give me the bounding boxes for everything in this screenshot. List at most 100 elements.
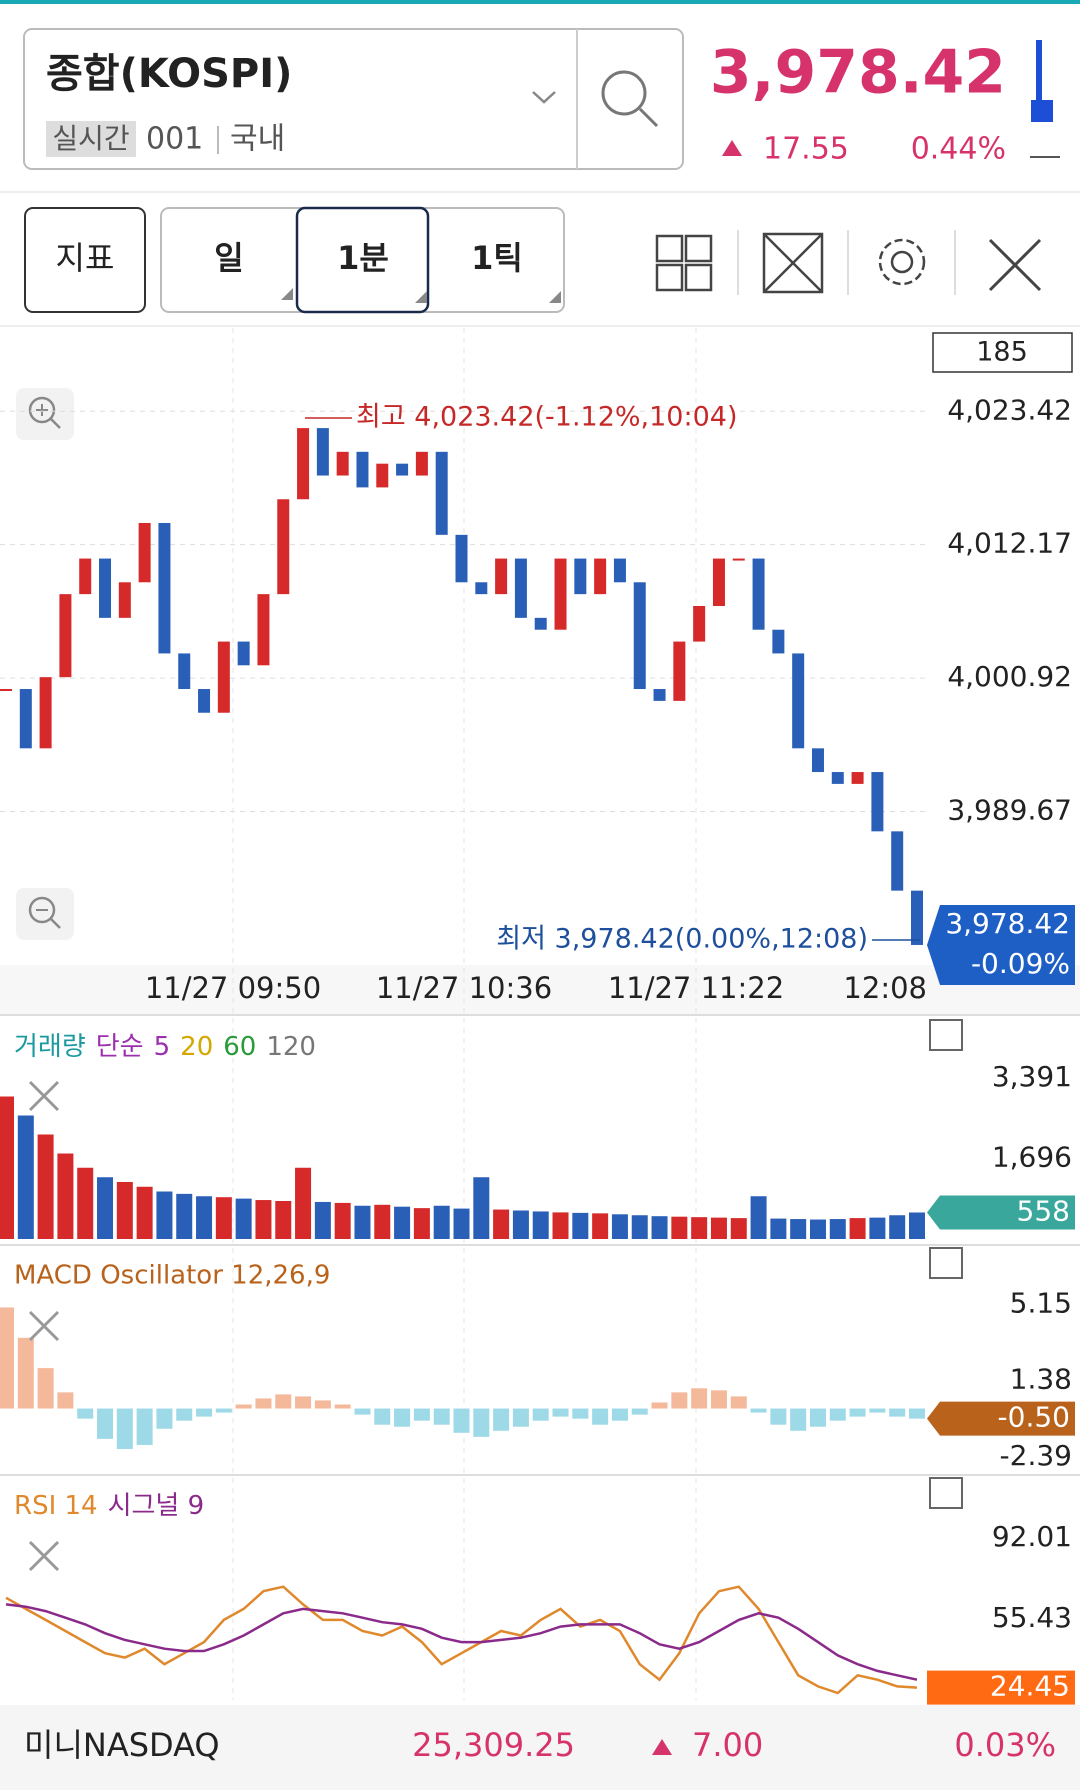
settings-icon[interactable] [878, 238, 926, 286]
macd-bar [295, 1396, 312, 1409]
macd-bar [0, 1307, 14, 1409]
footer-rate: 0.03% [954, 1726, 1056, 1764]
volume-bar [433, 1205, 450, 1239]
legend-item: 120 [266, 1032, 316, 1062]
candle [475, 582, 488, 595]
candle [297, 428, 310, 500]
x-tick-label: 11/27 10:36 [376, 971, 552, 1005]
price: 3,978.42 [710, 38, 1006, 108]
macd-bar [532, 1408, 549, 1421]
legend-item: 20 [180, 1032, 213, 1062]
volume-bar [790, 1219, 807, 1239]
candle [594, 558, 607, 595]
macd-bar [413, 1408, 430, 1421]
macd-bar [394, 1408, 411, 1427]
count: 185 [976, 337, 1028, 368]
macd-bar [750, 1408, 767, 1413]
volume-bar [691, 1217, 708, 1239]
volume-bar [196, 1196, 213, 1239]
badge-bg [46, 121, 136, 157]
macd-tag [927, 1401, 1075, 1436]
candle [633, 582, 646, 690]
candle [514, 558, 527, 618]
macd-bar [473, 1408, 490, 1437]
legend-item: 60 [223, 1032, 256, 1062]
macd-bar [671, 1392, 688, 1409]
volume-bar [730, 1218, 747, 1239]
macd-bar [809, 1408, 826, 1427]
y-tick-label: 4,012.17 [947, 527, 1072, 560]
macd-title: MACD Oscillator 12,26,9 [14, 1261, 330, 1291]
rsi-signal: 시그널 9 [108, 1491, 205, 1521]
period-selected[interactable] [295, 206, 430, 314]
volume-bar [611, 1214, 628, 1239]
volume-bar [651, 1216, 668, 1239]
corner-mark [281, 288, 293, 300]
candle [396, 463, 409, 476]
candle [534, 617, 547, 630]
candle [376, 463, 389, 488]
volume-bar [512, 1210, 529, 1239]
volume-tag [927, 1195, 1075, 1230]
macd-bar [651, 1402, 668, 1409]
macd-bar [314, 1400, 331, 1409]
candle [277, 499, 290, 595]
volume-bar [552, 1212, 569, 1239]
zoom-in[interactable] [16, 388, 74, 440]
menu-icons[interactable] [929, 1019, 963, 1509]
macd-bar [710, 1390, 727, 1409]
macd-bar [829, 1408, 846, 1421]
candle [871, 772, 884, 832]
candle [59, 594, 72, 678]
y-tick-label: 92.01 [992, 1520, 1072, 1553]
close-icons[interactable] [28, 1080, 60, 1572]
rsi-line [5, 1585, 918, 1695]
period-label: 일 [214, 239, 243, 277]
volume-bar [235, 1198, 252, 1239]
volume-bar [869, 1217, 886, 1239]
candle [673, 641, 686, 701]
candle [79, 558, 92, 595]
volume-bar [156, 1191, 173, 1239]
candle [772, 629, 785, 654]
x-tick-label: 11/27 11:22 [608, 971, 784, 1005]
expand-icon[interactable] [762, 232, 824, 294]
volume-bar [829, 1219, 846, 1239]
macd-bar [374, 1408, 391, 1425]
y-tick-label: 3,989.67 [947, 794, 1072, 827]
macd-bar [433, 1408, 450, 1425]
macd-bar [592, 1408, 609, 1425]
layout-icon[interactable] [655, 234, 713, 292]
volume-bar [37, 1134, 54, 1239]
macd-bar [631, 1408, 648, 1415]
candle [316, 428, 329, 476]
footer-price: 25,309.25 [412, 1726, 575, 1764]
indicator-button[interactable] [24, 207, 146, 313]
symbol-box[interactable] [23, 28, 684, 170]
volume-bar [413, 1208, 430, 1239]
macd-bar [37, 1368, 54, 1409]
search-icon[interactable] [601, 70, 659, 128]
market: 국내 [230, 122, 285, 157]
dropdown-icon[interactable] [532, 91, 556, 104]
zoom-out[interactable] [16, 888, 74, 940]
macd-bar [869, 1408, 886, 1413]
macd-bar [97, 1408, 114, 1439]
volume-bar [453, 1208, 470, 1239]
candle [891, 831, 904, 891]
footer-change: 7.00 [692, 1726, 763, 1764]
period-label: 1틱 [471, 239, 523, 277]
y-tick-label: 1.38 [1010, 1363, 1072, 1396]
footer-name: 미니NASDAQ [24, 1726, 220, 1764]
candle [732, 558, 745, 561]
y-tick-label: 55.43 [992, 1601, 1072, 1634]
macd-bar [572, 1408, 589, 1419]
macd-bar [354, 1408, 371, 1415]
symbol-name: 종합(KOSPI) [46, 51, 292, 97]
up-arrow [652, 1739, 672, 1755]
tools-icon[interactable] [988, 238, 1042, 292]
y-tick-label: 5.15 [1010, 1286, 1072, 1319]
volume-bar [215, 1197, 232, 1239]
candle [495, 558, 508, 595]
